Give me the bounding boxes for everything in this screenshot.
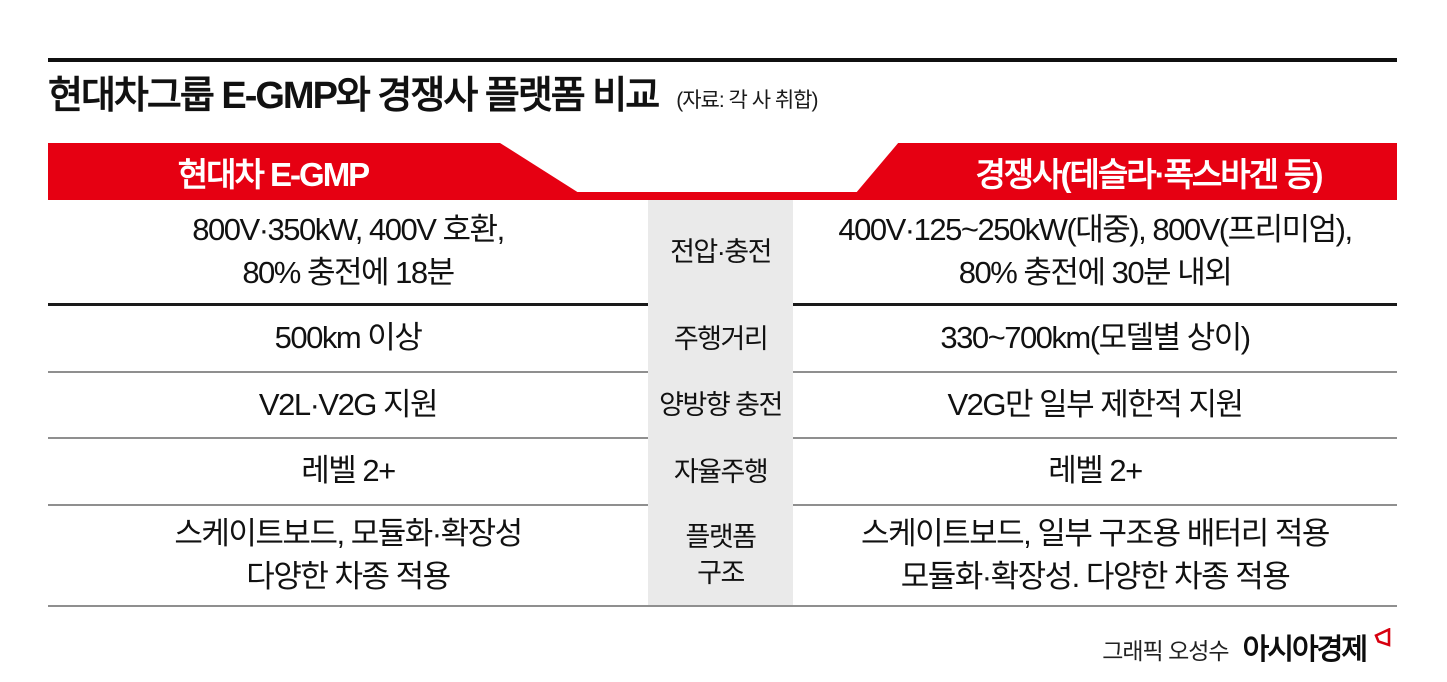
- competitor-bidirectional-value: V2G만 일부 제한적 지원: [793, 373, 1397, 439]
- banner-connector-strip: [48, 192, 1397, 200]
- egmp-range-value: 500km 이상: [48, 306, 648, 373]
- table-row-range: 500km 이상 주행거리 330~700km(모델별 상이): [48, 306, 1397, 373]
- category-autonomous: 자율주행: [648, 439, 793, 506]
- category-platform: 플랫폼 구조: [648, 506, 793, 607]
- competitor-autonomous-value: 레벨 2+: [793, 439, 1397, 506]
- header: 현대차그룹 E-GMP와 경쟁사 플랫폼 비교 (자료: 각 사 취합): [48, 75, 1397, 118]
- category-range: 주행거리: [648, 306, 793, 373]
- page-title: 현대차그룹 E-GMP와 경쟁사 플랫폼 비교: [48, 75, 660, 117]
- competitor-voltage-charging-value: 400V·125~250kW(대중), 800V(프리미엄), 80% 충전에 …: [793, 200, 1397, 306]
- column-header-competitor-label: 경쟁사(테슬라·폭스바겐 등): [975, 155, 1323, 193]
- category-bidirectional: 양방향 충전: [648, 373, 793, 439]
- column-header-competitor: 경쟁사(테슬라·폭스바겐 등): [850, 143, 1397, 200]
- credit-line: 그래픽 오성수 아시아경제: [1102, 626, 1397, 668]
- comparison-table: 800V·350kW, 400V 호환, 80% 충전에 18분 전압·충전 4…: [48, 200, 1397, 607]
- column-header-banner: 현대차 E-GMP 경쟁사(테슬라·폭스바겐 등): [48, 143, 1397, 200]
- publisher-logo-mark-icon: [1374, 627, 1391, 652]
- top-rule-divider: [48, 58, 1397, 62]
- table-row-platform-structure: 스케이트보드, 모듈화·확장성 다양한 차종 적용 플랫폼 구조 스케이트보드,…: [48, 506, 1397, 607]
- graphic-credit: 그래픽 오성수: [1102, 638, 1229, 664]
- column-header-egmp: 현대차 E-GMP: [48, 143, 590, 200]
- publisher-logo: 아시아경제: [1242, 634, 1368, 666]
- egmp-platform-value: 스케이트보드, 모듈화·확장성 다양한 차종 적용: [48, 506, 648, 607]
- category-voltage-charging: 전압·충전: [648, 200, 793, 306]
- table-row-autonomous-driving: 레벨 2+ 자율주행 레벨 2+: [48, 439, 1397, 506]
- egmp-autonomous-value: 레벨 2+: [48, 439, 648, 506]
- source-note: (자료: 각 사 취합): [676, 88, 818, 112]
- table-row-voltage-charging: 800V·350kW, 400V 호환, 80% 충전에 18분 전압·충전 4…: [48, 200, 1397, 306]
- column-header-egmp-label: 현대차 E-GMP: [177, 155, 370, 193]
- competitor-range-value: 330~700km(모델별 상이): [793, 306, 1397, 373]
- egmp-bidirectional-value: V2L·V2G 지원: [48, 373, 648, 439]
- egmp-voltage-charging-value: 800V·350kW, 400V 호환, 80% 충전에 18분: [48, 200, 648, 306]
- competitor-platform-value: 스케이트보드, 일부 구조용 배터리 적용 모듈화·확장성. 다양한 차종 적용: [793, 506, 1397, 607]
- table-row-bidirectional-charging: V2L·V2G 지원 양방향 충전 V2G만 일부 제한적 지원: [48, 373, 1397, 439]
